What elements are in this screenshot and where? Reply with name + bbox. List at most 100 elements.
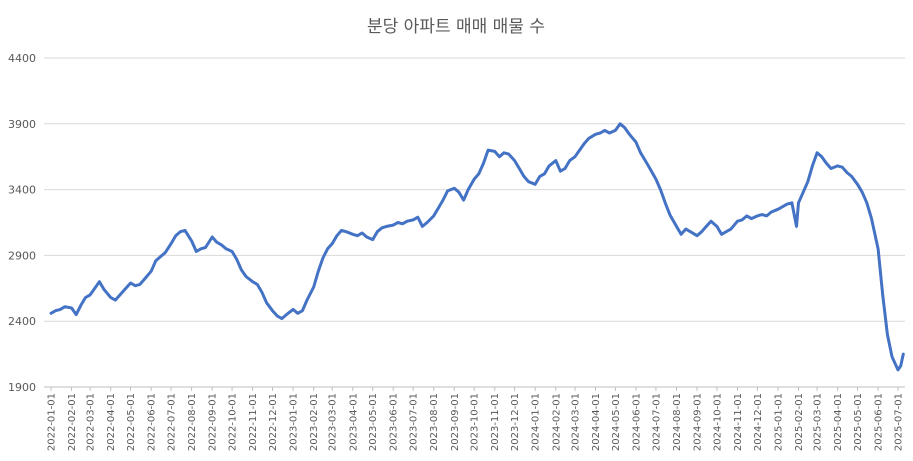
x-tick-label: 2022-01-01 [47, 393, 58, 451]
data-point [716, 225, 718, 227]
data-point [564, 168, 566, 169]
data-point [94, 287, 96, 289]
data-point [649, 168, 651, 169]
data-point [352, 233, 354, 235]
data-point [119, 294, 121, 296]
data-point [301, 310, 303, 312]
data-point [676, 225, 677, 227]
x-tick-label: 2025-06-01 [874, 393, 885, 451]
x-tick-label: 2022-09-01 [208, 393, 219, 451]
x-tick-label: 2023-04-01 [348, 393, 359, 451]
data-point [857, 183, 858, 185]
data-point [523, 175, 525, 177]
data-point [825, 162, 827, 164]
data-point [811, 165, 813, 167]
data-point [150, 270, 152, 272]
data-point [386, 225, 388, 227]
data-point [71, 307, 73, 309]
x-tick-label: 2024-09-01 [693, 393, 704, 451]
data-point [225, 248, 227, 250]
data-point [705, 225, 707, 227]
data-point [604, 129, 606, 131]
data-point [871, 218, 872, 220]
x-tick-label: 2025-01-01 [773, 393, 784, 451]
x-tick-label: 2023-12-01 [510, 393, 521, 451]
data-point [830, 168, 832, 169]
y-axis-tick-labels: 1900 2400 2900 3400 3900 4400 [8, 52, 36, 394]
data-point [595, 133, 596, 135]
data-point [191, 240, 193, 242]
data-point [144, 278, 145, 280]
data-point [256, 283, 258, 285]
data-point [473, 178, 475, 180]
data-point [644, 160, 646, 162]
x-tick-label: 2025-03-01 [813, 393, 824, 451]
data-point [286, 314, 287, 316]
data-point [216, 241, 218, 243]
data-point [114, 299, 116, 301]
data-point [624, 127, 626, 129]
data-point [816, 152, 818, 154]
data-point [366, 236, 368, 238]
data-point [205, 247, 206, 248]
data-point [463, 199, 465, 201]
data-point [514, 160, 516, 162]
data-point [317, 270, 319, 272]
x-tick-label: 2024-07-01 [651, 393, 662, 451]
chart-title: 분당 아파트 매매 매물 수 [367, 17, 545, 37]
data-point [59, 308, 61, 310]
data-point [392, 224, 394, 226]
data-point [381, 227, 383, 229]
data-point [376, 231, 378, 233]
x-tick-label: 2023-02-01 [309, 393, 320, 451]
data-point [200, 248, 202, 250]
data-point [336, 235, 338, 237]
series-layer [49, 122, 905, 372]
data-point [50, 312, 52, 314]
data-point [655, 178, 657, 180]
y-tick-label: 2900 [8, 249, 36, 262]
data-point [356, 235, 358, 237]
data-point [175, 235, 177, 237]
data-point [696, 235, 698, 237]
data-point [313, 286, 315, 288]
x-tick-label: 2025-02-01 [794, 393, 805, 451]
data-point [559, 170, 561, 172]
data-point [777, 208, 779, 210]
data-point [447, 190, 449, 192]
data-point [528, 181, 530, 183]
y-tick-label: 3900 [8, 118, 36, 131]
x-tick-label: 2024-01-01 [531, 393, 542, 451]
data-point [124, 289, 126, 291]
x-tick-label: 2024-06-01 [632, 393, 643, 451]
data-point [609, 132, 610, 134]
x-tick-label: 2023-07-01 [409, 393, 420, 451]
data-point [297, 312, 299, 314]
data-point [331, 243, 333, 245]
x-tick-label: 2022-11-01 [248, 393, 259, 451]
data-point [276, 315, 278, 317]
data-point [139, 283, 141, 285]
data-point [882, 294, 884, 296]
data-point [406, 220, 408, 222]
x-tick-label: 2022-08-01 [187, 393, 198, 451]
data-point [483, 162, 484, 164]
data-point [802, 191, 804, 193]
data-point [478, 173, 480, 175]
y-tick-label: 2400 [8, 315, 36, 328]
data-point [453, 187, 455, 189]
data-point [721, 233, 723, 235]
data-point [798, 202, 799, 204]
data-point [421, 225, 423, 227]
data-point [737, 220, 738, 222]
data-point [791, 202, 793, 204]
data-point [861, 191, 863, 193]
data-point [341, 229, 342, 231]
x-tick-label: 2025-04-01 [833, 393, 844, 451]
x-tick-label: 2024-03-01 [570, 393, 581, 451]
data-point [548, 165, 550, 167]
data-point [756, 215, 758, 217]
data-point [725, 231, 727, 233]
data-point [55, 310, 57, 312]
data-point [236, 258, 238, 260]
